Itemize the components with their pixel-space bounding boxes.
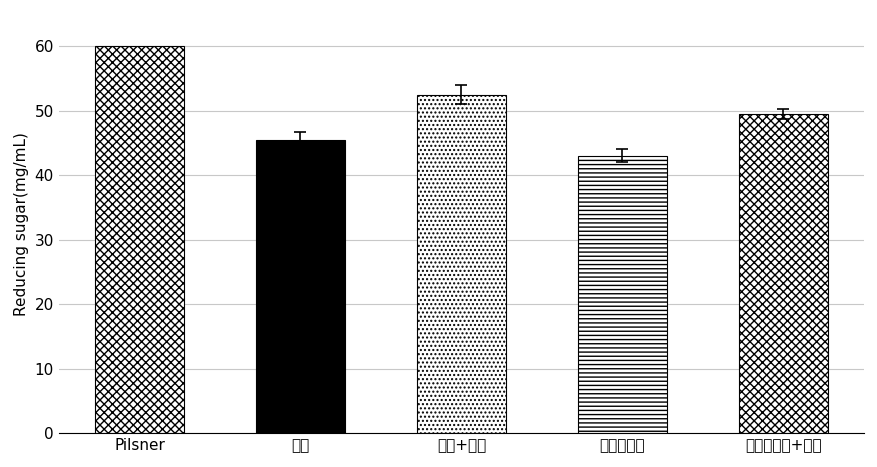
Bar bbox=[417, 94, 505, 433]
Bar bbox=[577, 156, 666, 433]
Bar bbox=[96, 46, 183, 433]
Bar bbox=[256, 140, 345, 433]
Y-axis label: Reducing sugar(mg/mL): Reducing sugar(mg/mL) bbox=[14, 132, 29, 316]
Bar bbox=[738, 114, 826, 433]
